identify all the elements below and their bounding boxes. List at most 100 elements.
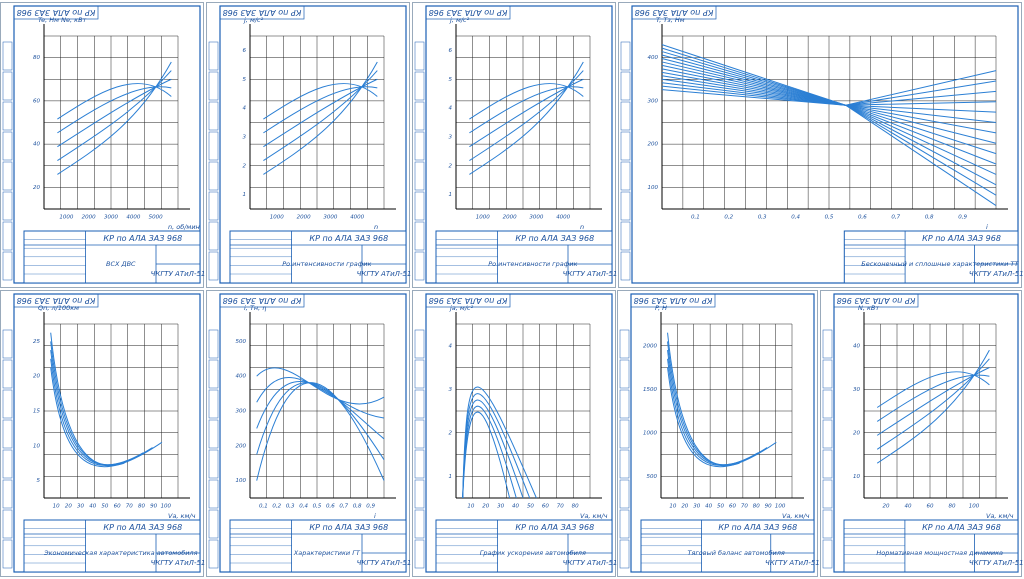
y-tick-label: 15 (33, 409, 40, 415)
y-tick-label: 4 (243, 106, 247, 112)
x-tick-label: 30 (497, 504, 504, 510)
curve (667, 358, 768, 467)
y-tick-label: 1 (449, 192, 453, 198)
side-strip-cell (414, 359, 425, 389)
curve (256, 382, 385, 481)
x-tick-label: 1000 (270, 215, 284, 221)
y-axis-label: Qп, л/100км (38, 304, 79, 312)
x-tick-label: 80 (949, 504, 956, 510)
x-tick-label: 60 (729, 504, 736, 510)
sheet-border (0, 2, 204, 288)
side-strip-cell (619, 479, 630, 509)
x-tick-label: 0,7 (891, 215, 900, 221)
y-tick-label: 300 (236, 409, 247, 415)
stamp: КР по АЛА ЗАЗ 968 (223, 296, 302, 305)
x-tick-label: 3000 (104, 215, 118, 221)
side-strip-cell (208, 389, 219, 419)
y-tick-label: 3 (449, 134, 453, 140)
y-tick-label: 1500 (643, 387, 657, 393)
curve (263, 83, 378, 120)
x-axis-label: n (580, 223, 584, 231)
x-axis-label: Vа, км/ч (986, 512, 1014, 520)
sheet-title: КР по АЛА ЗАЗ 968 (309, 234, 388, 243)
side-strip-cell (208, 329, 219, 359)
x-tick-label: 0,9 (958, 215, 967, 221)
side-strip-cell (2, 419, 13, 449)
side-strip-cell (414, 41, 425, 71)
x-tick-label: 4000 (350, 215, 364, 221)
sheet-border (412, 2, 616, 288)
y-tick-label: 500 (647, 474, 658, 480)
side-strip-cell (620, 191, 631, 221)
y-tick-label: 5 (37, 478, 41, 484)
side-strip-cell (208, 161, 219, 191)
side-strip-cell (414, 251, 425, 281)
y-tick-label: 60 (33, 98, 40, 104)
frame (631, 5, 1019, 284)
curve (469, 78, 584, 148)
sheet-border (206, 2, 410, 288)
side-strip-cell (2, 539, 13, 569)
side-strip-cell (2, 509, 13, 539)
side-strip-cell (414, 509, 425, 539)
side-strip-cell (620, 71, 631, 101)
side-strip-cell (822, 539, 833, 569)
sheet-name: Характеристики ГТ (293, 549, 361, 557)
y-tick-label: 6 (449, 48, 453, 54)
sheet-title: КР по АЛА ЗАЗ 968 (309, 523, 388, 532)
sheet-code: ЧКГТУ АТиЛ-51 (357, 559, 412, 567)
stamp-box (219, 5, 305, 20)
side-strip-cell (620, 221, 631, 251)
curve (469, 86, 584, 134)
sheet-title: КР по АЛА ЗАЗ 968 (103, 523, 182, 532)
y-axis-label: P, Н (655, 304, 667, 312)
y-tick-label: 300 (648, 98, 659, 104)
x-tick-label: 70 (126, 504, 133, 510)
y-tick-label: 25 (33, 339, 40, 345)
sheet-border (206, 290, 410, 577)
sheet-code: ЧКГТУ АТиЛ-51 (151, 270, 206, 278)
sheet-code: ЧКГТУ АТиЛ-51 (357, 270, 412, 278)
y-axis-label: j, м/с² (243, 16, 264, 24)
x-tick-label: 0,3 (758, 215, 767, 221)
y-tick-label: 2000 (643, 343, 657, 349)
sheet-name: ВСХ ДВС (106, 260, 136, 268)
x-tick-label: 0,2 (724, 215, 733, 221)
side-strip-cell (619, 539, 630, 569)
x-axis-label: n, об/мин (168, 223, 200, 231)
x-axis-label: Vа, км/ч (782, 512, 810, 520)
x-axis-label: n (374, 223, 378, 231)
x-tick-label: 1000 (476, 215, 490, 221)
sheet: КР по АЛА ЗАЗ 968 КР по АЛА ЗАЗ 968 Ро инт… (412, 2, 617, 288)
side-strip-cell (2, 71, 13, 101)
curve (667, 367, 777, 468)
x-tick-label: 4000 (126, 215, 140, 221)
sheet: КР по АЛА ЗАЗ 968 КР по АЛА ЗАЗ 968 Характ… (206, 290, 412, 577)
curve (57, 86, 172, 134)
stamp-box (13, 293, 99, 308)
side-strip-cell (2, 221, 13, 251)
x-tick-label: 1000 (59, 215, 73, 221)
side-strip-cell (208, 539, 219, 569)
x-tick-label: 20 (883, 504, 890, 510)
side-strip-cell (208, 41, 219, 71)
y-tick-label: 200 (648, 142, 659, 148)
side-strip-cell (619, 359, 630, 389)
x-tick-label: 20 (681, 504, 688, 510)
sheet-name: Экономическая характеристика автомобиля (43, 549, 198, 557)
y-tick-label: 4 (449, 343, 453, 349)
y-axis-label: i, Tн, η (244, 304, 266, 312)
x-tick-label: 0,3 (286, 504, 295, 510)
y-axis-label: T, Tз, Нм (656, 16, 685, 24)
side-strip-cell (822, 329, 833, 359)
side-strip-cell (620, 101, 631, 131)
y-tick-label: 40 (853, 343, 860, 349)
y-tick-label: 2 (449, 430, 453, 436)
x-tick-label: 80 (572, 504, 579, 510)
x-tick-label: 100 (161, 504, 172, 510)
sheet: КР по АЛА ЗАЗ 968 КР по АЛА ЗАЗ 968 Эконом… (0, 290, 205, 577)
x-tick-label: 90 (765, 504, 772, 510)
curve (263, 78, 378, 148)
sheet-title: КР по АЛА ЗАЗ 968 (103, 234, 182, 243)
side-strip-cell (620, 161, 631, 191)
